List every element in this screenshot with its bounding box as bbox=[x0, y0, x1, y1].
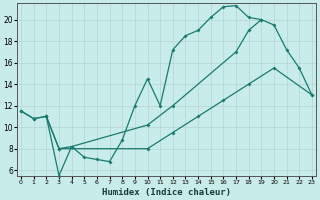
X-axis label: Humidex (Indice chaleur): Humidex (Indice chaleur) bbox=[102, 188, 231, 197]
